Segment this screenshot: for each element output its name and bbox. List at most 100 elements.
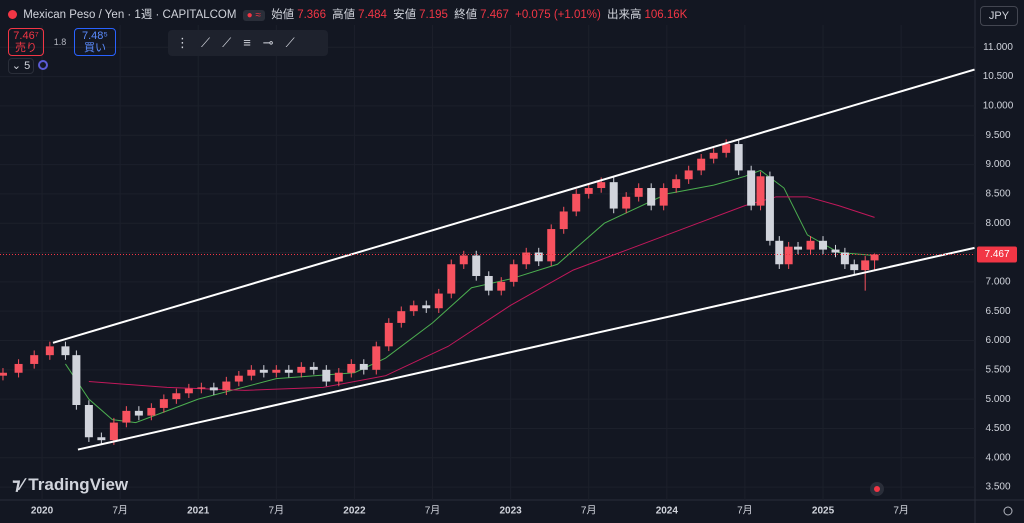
candle-body bbox=[584, 188, 593, 194]
label: 高値 bbox=[332, 9, 356, 21]
candle-body bbox=[572, 193, 581, 212]
indicator-icon[interactable] bbox=[38, 60, 48, 70]
value: 7.366 bbox=[297, 9, 326, 21]
candle-body bbox=[72, 355, 81, 405]
candle-body bbox=[397, 311, 406, 323]
label: 始値 bbox=[271, 9, 295, 21]
last-price-box bbox=[977, 246, 1017, 263]
x-tick-label: 7月 bbox=[737, 505, 753, 517]
y-tick-label: 10.000 bbox=[983, 101, 1014, 112]
x-tick-label: 2022 bbox=[343, 506, 366, 517]
candle-body bbox=[534, 252, 543, 262]
candle-body bbox=[819, 240, 828, 250]
x-tick-label: 7月 bbox=[581, 505, 597, 517]
y-tick-label: 4.500 bbox=[985, 423, 1010, 434]
candle-body bbox=[84, 405, 93, 438]
symbol[interactable]: Mexican Peso / Yen · 1週 · CAPITALCOM bbox=[23, 9, 237, 21]
indicators-toggle[interactable]: ⌄ 5 bbox=[8, 58, 34, 74]
x-tick-label: 7月 bbox=[112, 505, 128, 517]
sell-label: 売り bbox=[15, 42, 37, 54]
candle-body bbox=[409, 305, 418, 312]
candle-body bbox=[840, 252, 849, 265]
sell-button[interactable]: 7.46⁷ 売り bbox=[8, 28, 44, 56]
candle-body bbox=[647, 188, 656, 206]
trend-line bbox=[52, 68, 975, 344]
y-tick-label: 4.000 bbox=[985, 452, 1010, 463]
status-badge[interactable]: ● ≈ bbox=[242, 10, 265, 21]
y-tick-label: 10.500 bbox=[983, 71, 1014, 82]
y-tick-label: 9.500 bbox=[985, 130, 1010, 141]
candle-body bbox=[775, 240, 784, 265]
candle-body bbox=[522, 252, 531, 265]
candle-body bbox=[870, 254, 879, 261]
candle-body bbox=[297, 366, 306, 373]
candle-body bbox=[45, 346, 54, 356]
candle-body bbox=[122, 410, 131, 423]
y-tick-label: 3.500 bbox=[985, 482, 1010, 493]
candle-body bbox=[447, 264, 456, 294]
candle-body bbox=[109, 422, 118, 441]
candle-body bbox=[734, 144, 743, 171]
symbol-legend: Mexican Peso / Yen · 1週 · CAPITALCOM ● ≈… bbox=[8, 6, 690, 22]
candle-body bbox=[659, 188, 668, 206]
buy-label: 買い bbox=[84, 42, 106, 54]
candle-body bbox=[197, 387, 206, 389]
candle-body bbox=[347, 363, 356, 373]
candle-body bbox=[697, 158, 706, 171]
spread: 1.8 bbox=[53, 37, 67, 47]
candle-body bbox=[509, 264, 518, 282]
currency-selector[interactable]: JPY bbox=[980, 6, 1018, 26]
candle-body bbox=[309, 366, 318, 370]
symbol-icon bbox=[8, 10, 17, 19]
label: 安値 bbox=[393, 9, 417, 21]
drawing-toolbar[interactable]: ⋮⟋⟋≡⊸⟋ bbox=[168, 30, 328, 56]
trend-line bbox=[77, 246, 975, 451]
candle-body bbox=[634, 188, 643, 197]
candle-body bbox=[684, 170, 693, 180]
sell-price: 7.46⁷ bbox=[13, 30, 39, 42]
brand-logo[interactable]: ⁊∕ TradingView bbox=[12, 475, 129, 494]
value: 7.484 bbox=[358, 9, 387, 21]
candle-body bbox=[222, 381, 231, 391]
x-tick-label: 7月 bbox=[893, 505, 909, 517]
y-tick-label: 6.000 bbox=[985, 335, 1010, 346]
candle-body bbox=[259, 369, 268, 373]
buy-button[interactable]: 7.48⁵ 買い bbox=[74, 28, 116, 56]
settings-icon[interactable] bbox=[1003, 506, 1013, 516]
label: 終値 bbox=[454, 9, 478, 21]
y-tick-label: 6.500 bbox=[985, 306, 1010, 317]
candle-body bbox=[184, 388, 193, 394]
value: 7.467 bbox=[480, 9, 509, 21]
y-tick-label: 8.000 bbox=[985, 218, 1010, 229]
y-tick-label: 11.000 bbox=[983, 42, 1013, 53]
candle-body bbox=[672, 179, 681, 189]
candle-body bbox=[831, 249, 840, 253]
candle-body bbox=[547, 229, 556, 262]
x-tick-label: 2020 bbox=[31, 506, 54, 517]
last-price-label: 7.467 bbox=[984, 249, 1009, 260]
y-tick-label: 5.500 bbox=[985, 364, 1010, 375]
candle-body bbox=[61, 346, 70, 356]
candle-body bbox=[134, 410, 143, 416]
candle-body bbox=[861, 260, 870, 271]
candle-body bbox=[172, 393, 181, 400]
candle-body bbox=[747, 170, 756, 206]
indicator-count: 5 bbox=[24, 60, 31, 72]
x-tick-label: 2023 bbox=[499, 506, 522, 517]
brand: TradingView bbox=[28, 475, 129, 494]
candle-body bbox=[284, 369, 293, 373]
candle-body bbox=[784, 246, 793, 265]
candle-body bbox=[334, 372, 343, 382]
candle-body bbox=[459, 255, 468, 265]
candle-body bbox=[434, 293, 443, 309]
candle-body bbox=[359, 363, 368, 370]
y-tick-label: 5.000 bbox=[985, 394, 1010, 405]
x-tick-label: 7月 bbox=[269, 505, 285, 517]
candle-body bbox=[234, 375, 243, 382]
y-tick-label: 7.000 bbox=[985, 276, 1010, 287]
candle-body bbox=[322, 369, 331, 382]
candle-body bbox=[622, 196, 631, 209]
x-tick-label: 2021 bbox=[187, 506, 210, 517]
candle-body bbox=[272, 369, 281, 373]
